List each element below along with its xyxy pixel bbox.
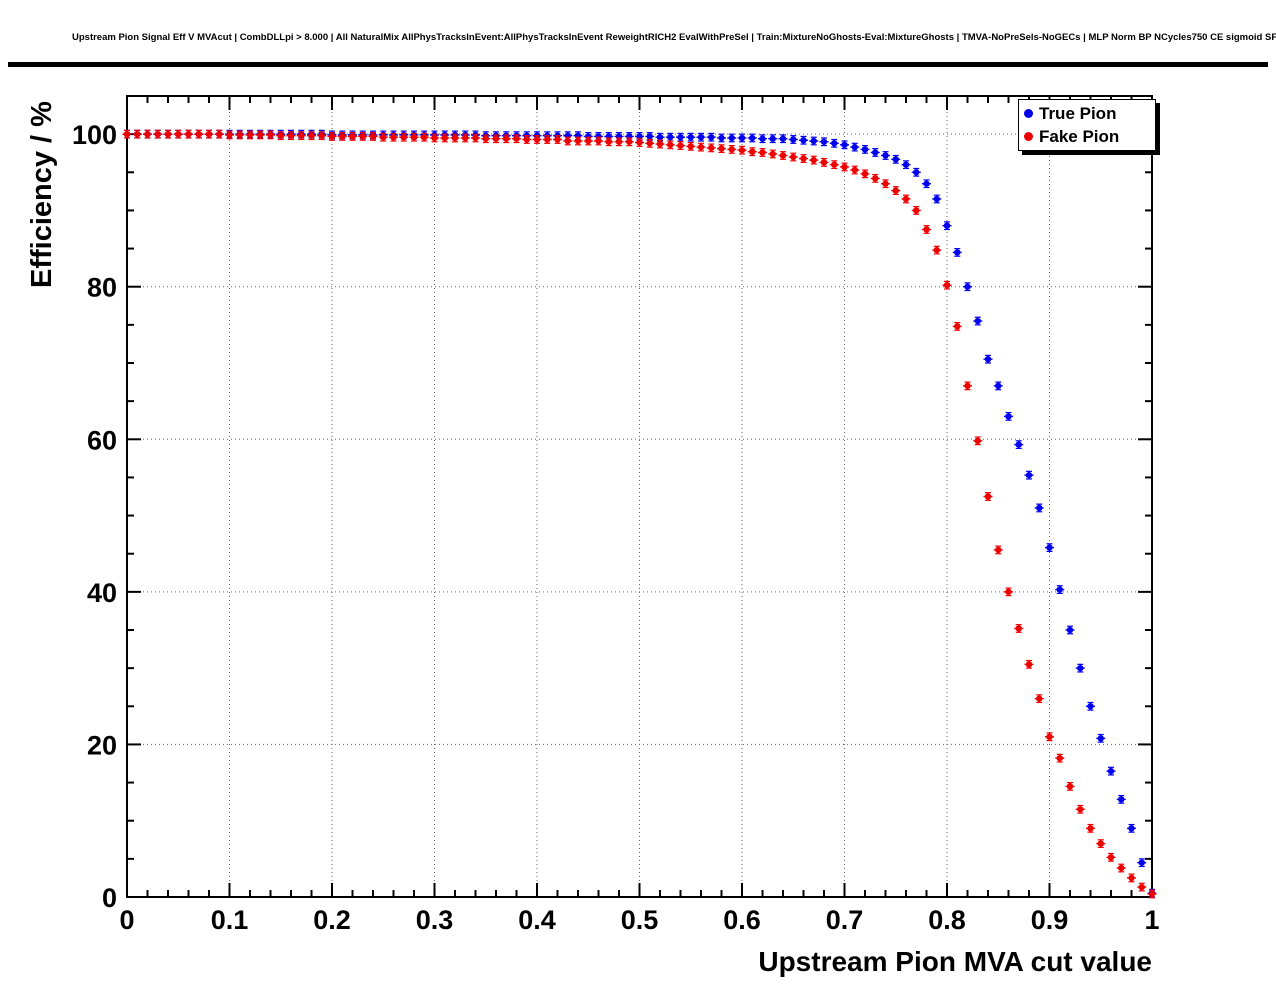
svg-text:100: 100: [72, 120, 117, 150]
svg-text:0.1: 0.1: [211, 905, 249, 935]
svg-text:1: 1: [1144, 905, 1159, 935]
svg-text:0.4: 0.4: [518, 905, 556, 935]
legend-label-true-pion: True Pion: [1039, 103, 1117, 123]
svg-text:0.6: 0.6: [723, 905, 761, 935]
legend-marker-true-pion: [1024, 109, 1033, 118]
svg-text:0.7: 0.7: [826, 905, 864, 935]
legend-marker-fake-pion: [1024, 132, 1033, 141]
legend-entry-true-pion: True Pion: [1019, 102, 1155, 125]
legend: True Pion Fake Pion: [1018, 99, 1156, 151]
svg-text:80: 80: [87, 273, 117, 303]
svg-text:0: 0: [119, 905, 134, 935]
plot-title: Upstream Pion Signal Eff V MVAcut | Comb…: [72, 32, 1276, 43]
svg-text:0.5: 0.5: [621, 905, 659, 935]
svg-text:60: 60: [87, 425, 117, 455]
svg-text:0.3: 0.3: [416, 905, 454, 935]
svg-text:20: 20: [87, 730, 117, 760]
svg-text:0.8: 0.8: [928, 905, 966, 935]
x-axis-title: Upstream Pion MVA cut value: [758, 946, 1152, 977]
legend-entry-fake-pion: Fake Pion: [1019, 125, 1155, 148]
title-divider: [8, 62, 1268, 67]
svg-text:40: 40: [87, 578, 117, 608]
y-axis-title: Efficiency / %: [26, 101, 58, 288]
svg-text:0.2: 0.2: [313, 905, 351, 935]
legend-label-fake-pion: Fake Pion: [1039, 126, 1120, 146]
svg-text:0: 0: [102, 883, 117, 913]
svg-text:0.9: 0.9: [1031, 905, 1069, 935]
